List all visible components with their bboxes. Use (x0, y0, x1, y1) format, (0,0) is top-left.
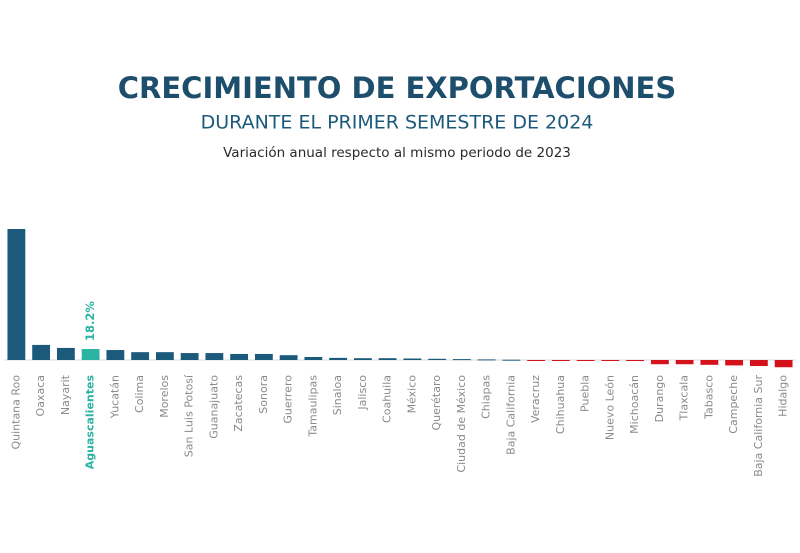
bar (32, 344, 51, 360)
bar (477, 359, 496, 361)
bar (725, 360, 744, 366)
bar (428, 358, 447, 360)
x-tick-label: Guerrero (282, 375, 295, 424)
x-tick-label: Tlaxcala (678, 375, 691, 421)
x-tick-label: Colima (133, 375, 146, 413)
x-tick-label: San Luis Potosí (183, 374, 196, 457)
x-tick-label: Sinaloa (331, 375, 344, 415)
x-tick-label: Nayarit (59, 374, 72, 415)
x-tick-label: Quintana Roo (9, 375, 22, 450)
x-tick-label: Oaxaca (34, 375, 47, 416)
x-tick-label: Durango (653, 375, 666, 423)
x-tick-label: Ciudad de México (455, 375, 468, 473)
bar (749, 360, 768, 367)
bar (155, 352, 174, 360)
bar (700, 360, 719, 365)
x-tick-label: Aguascalientes (84, 375, 97, 470)
chart-title: CRECIMIENTO DE EXPORTACIONES (118, 71, 677, 105)
bar (205, 353, 224, 360)
x-tick-label: Campeche (727, 375, 740, 434)
x-tick-label: Morelos (158, 375, 171, 418)
x-tick-label: Zacatecas (232, 375, 245, 432)
bar (254, 353, 273, 360)
x-tick-label: Guanajuato (207, 375, 220, 439)
bar (774, 360, 793, 368)
bar (279, 355, 298, 360)
bar (576, 360, 595, 361)
x-tick-label: Hidalgo (777, 375, 790, 417)
x-tick-label: Coahuila (381, 375, 394, 423)
bar (452, 359, 471, 361)
x-tick-label: México (405, 375, 418, 414)
bar (180, 353, 199, 360)
bar (7, 229, 26, 360)
bar (304, 356, 323, 360)
x-tick-label: Querétaro (430, 375, 443, 431)
x-tick-label: Veracruz (529, 375, 542, 423)
x-tick-label: Chiapas (480, 375, 493, 419)
bar (131, 352, 150, 360)
bar (551, 360, 570, 361)
x-tick-label: Michoacán (628, 375, 641, 434)
bar (353, 358, 372, 360)
value-label: 18.2% (83, 301, 97, 341)
x-tick-label: Yucatán (108, 375, 121, 419)
bar (601, 360, 620, 361)
x-tick-label: Jalisco (356, 375, 369, 411)
bar (626, 360, 645, 361)
bar (230, 353, 249, 360)
bar (675, 360, 694, 365)
x-tick-label: Tabasco (702, 375, 715, 420)
bar (527, 360, 546, 361)
bar (650, 360, 669, 365)
chart-description: Variación anual respecto al mismo period… (223, 145, 571, 161)
x-tick-label: Tamaulipas (306, 375, 319, 438)
x-tick-label: Nuevo León (603, 375, 616, 440)
x-tick-label: Puebla (579, 375, 592, 412)
bar (502, 359, 521, 361)
chart-subtitle: DURANTE EL PRIMER SEMESTRE DE 2024 (201, 112, 594, 134)
bar (403, 358, 422, 360)
x-tick-label: Baja California (504, 375, 517, 455)
bar (56, 347, 75, 360)
x-tick-label: Sonora (257, 375, 270, 414)
x-tick-label: Baja California Sur (752, 375, 765, 477)
bar (81, 349, 100, 360)
bar (329, 357, 348, 360)
bar (106, 350, 125, 360)
bar (378, 358, 397, 360)
x-tick-label: Chihuahua (554, 375, 567, 434)
